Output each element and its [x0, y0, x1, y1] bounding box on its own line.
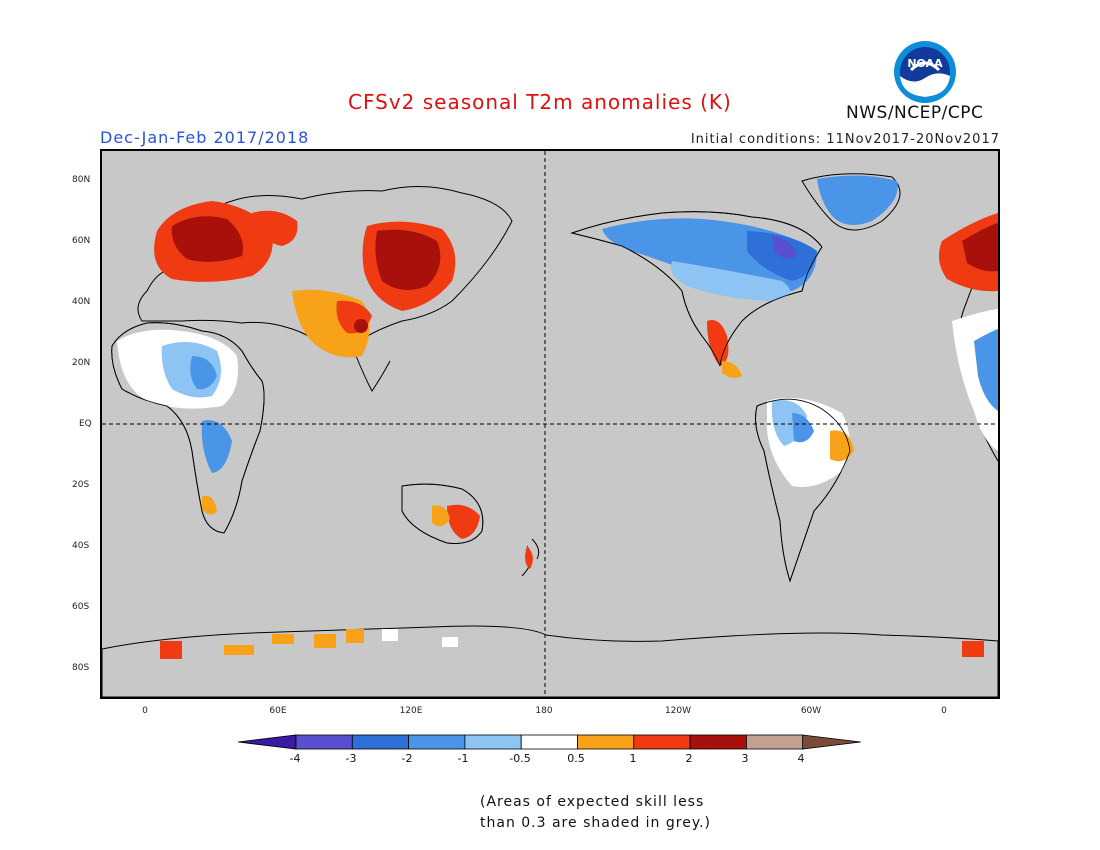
north-america-light-cold-patch — [671, 261, 790, 301]
russia-warm-patch — [252, 210, 298, 246]
africa-colder-patch — [190, 356, 217, 390]
australia-warm-patch — [447, 504, 480, 539]
colorbar-segment — [408, 734, 466, 750]
season-label: Dec-Jan-Feb 2017/2018 — [100, 128, 310, 147]
map-layer — [102, 151, 998, 697]
lat-label: 40S — [72, 541, 90, 551]
colorbar-tick-label: 3 — [741, 752, 749, 765]
lat-label: 60N — [72, 236, 91, 246]
asia-strong-warm-patch — [375, 229, 441, 290]
colorbar-segment — [745, 734, 804, 750]
agency-label: NWS/NCEP/CPC — [846, 103, 984, 123]
antarctic-warm-spot — [272, 634, 294, 644]
chart-title: CFSv2 seasonal T2m anomalies (K) — [348, 90, 732, 114]
south-africa-cold-patch — [201, 420, 232, 473]
greenland-cold-patch — [817, 175, 898, 225]
colorbar — [238, 734, 861, 750]
lat-label: 20S — [72, 480, 90, 490]
colorbar-arrow-high — [802, 734, 861, 750]
skill-note-line: than 0.3 are shaded in grey.) — [480, 815, 712, 831]
skill-note-line: (Areas of expected skill less — [480, 794, 705, 810]
tibet-hotspot — [354, 319, 368, 333]
colorbar-segment — [633, 734, 691, 750]
lat-label: 80S — [72, 663, 90, 673]
colorbar-segment — [464, 734, 522, 750]
colorbar-segment — [351, 734, 410, 750]
antarctic-warm-spot — [962, 641, 984, 657]
colorbar-tick-label: -2 — [401, 752, 413, 765]
colorbar-tick-label: 4 — [797, 752, 805, 765]
africa-wraparound-cold-patch — [974, 329, 998, 411]
skill-note: (Areas of expected skill less than 0.3 a… — [480, 792, 711, 834]
amazon-cold-patch — [792, 413, 814, 443]
colorbar-segment — [295, 734, 353, 750]
antarctica-coast — [102, 625, 998, 697]
colorbar-tick-label: -1 — [457, 752, 469, 765]
colorbar-segment — [520, 734, 578, 750]
colorbar-tick-label: 2 — [685, 752, 693, 765]
lat-label: EQ — [79, 419, 92, 429]
colorbar-tick-label: -3 — [345, 752, 357, 765]
colorbar-segment — [689, 734, 747, 750]
lon-label: 60W — [800, 706, 822, 716]
antarctic-neutral-spot — [382, 629, 398, 641]
brazil-warm-patch — [830, 430, 854, 462]
logo-text: NOAA — [907, 57, 943, 70]
lat-label: 80N — [72, 175, 91, 185]
lon-label: 60E — [269, 706, 287, 716]
lat-label: 20N — [72, 358, 91, 368]
anomaly-map — [100, 149, 1000, 699]
mexico-mild-warm-patch — [722, 361, 742, 378]
antarctic-neutral-spot — [442, 637, 458, 647]
south-africa-warm-patch — [202, 495, 217, 515]
colorbar-tick-label: -0.5 — [509, 752, 531, 765]
colorbar-tick-label: -4 — [289, 752, 301, 765]
new-zealand-warm-patch — [525, 546, 533, 569]
coastline-overlay — [111, 211, 851, 583]
noaa-logo: NOAA — [894, 41, 956, 103]
colorbar-tick-label: 0.5 — [567, 752, 585, 765]
hudson-strong-cold-patch — [772, 236, 797, 259]
anomaly-patches — [117, 175, 998, 659]
europe-wraparound-strong-patch — [962, 223, 998, 272]
colorbar-arrow-low — [238, 734, 297, 750]
antarctic-warm-spot — [224, 645, 254, 655]
antarctic-warm-spot — [314, 634, 336, 648]
lon-label: 0 — [941, 706, 947, 716]
colorbar-segment — [577, 734, 635, 750]
initial-conditions-label: Initial conditions: 11Nov2017-20Nov2017 — [690, 132, 1000, 147]
mexico-warm-patch — [707, 320, 729, 366]
lon-label: 120W — [664, 706, 692, 716]
lat-label: 40N — [72, 297, 91, 307]
antarctic-warm-spot — [160, 641, 182, 659]
antarctic-warm-spot — [346, 629, 364, 643]
europe-strong-warm-patch — [171, 216, 243, 262]
colorbar-tick-label: 1 — [629, 752, 637, 765]
lat-label: 60S — [72, 602, 90, 612]
lon-label: 0 — [142, 706, 148, 716]
lon-label: 120E — [399, 706, 423, 716]
lon-label: 180 — [535, 706, 553, 716]
australia-mild-warm-patch — [432, 505, 450, 527]
